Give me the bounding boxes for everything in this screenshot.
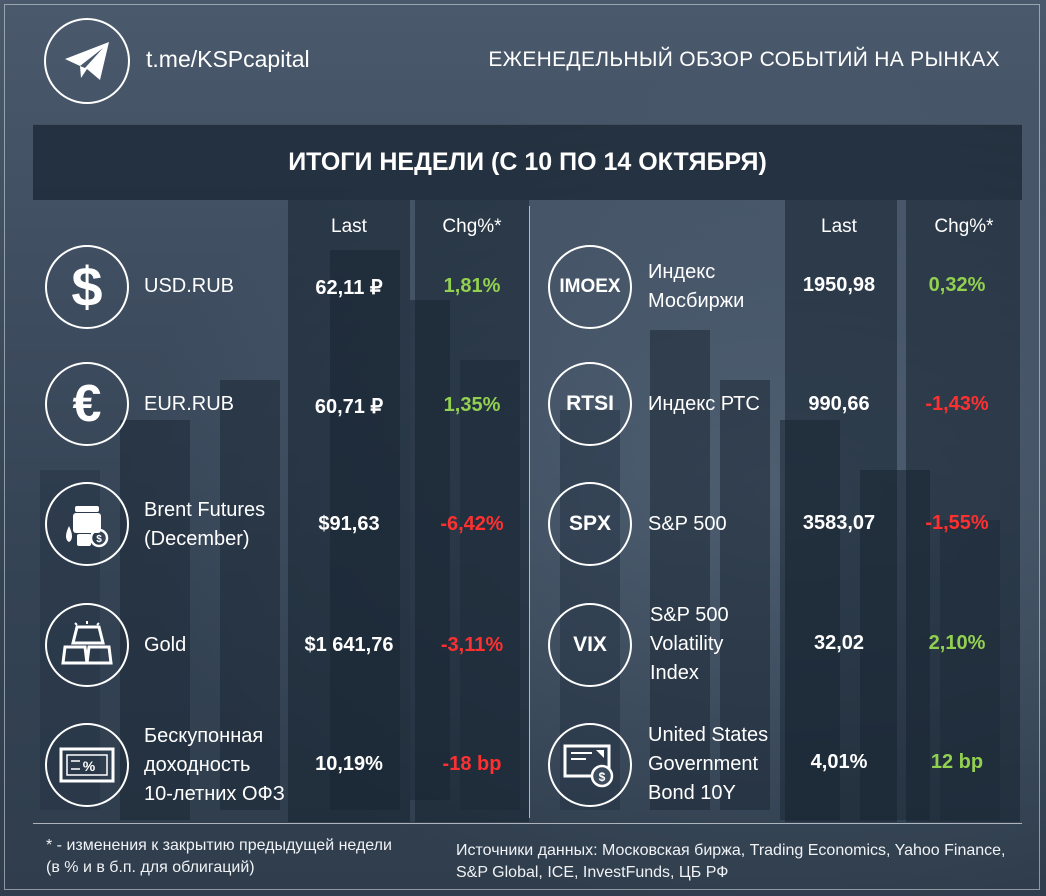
row-name-brent: Brent Futures (December) xyxy=(144,499,266,550)
data-sources: Источники данных: Московская биржа, Trad… xyxy=(456,842,1006,881)
imoex-last: 1950,98 xyxy=(802,274,876,296)
oil-barrel-icon: $ xyxy=(45,482,129,566)
row-name-rtsi: Индекс РТС xyxy=(648,393,760,415)
row-name-spx: S&P 500 xyxy=(648,513,727,535)
us10y-last: 4,01% xyxy=(810,751,868,773)
dollar-icon: $ xyxy=(45,245,129,329)
imoex-icon: IMOEX xyxy=(548,245,632,329)
usdrub-chg: 1,81% xyxy=(443,275,501,297)
imoex-icon-label: IMOEX xyxy=(559,276,621,297)
rtsi-chg: -1,43% xyxy=(925,393,989,415)
week-summary-banner: ИТОГИ НЕДЕЛИ (С 10 ПО 14 ОКТЯБРЯ) xyxy=(33,124,1022,200)
svg-text:$: $ xyxy=(96,534,102,545)
usdrub-last: 62,11 ₽ xyxy=(315,277,383,299)
row-name-gold: Gold xyxy=(144,634,187,656)
outer-frame xyxy=(4,4,1040,890)
page-title: ЕЖЕНЕДЕЛЬНЫЙ ОБЗОР СОБЫТИЙ НА РЫНКАХ xyxy=(488,48,1000,71)
right-chg-column-band xyxy=(906,200,1020,822)
row-name-vix: S&P 500 Volatility Index xyxy=(650,604,729,684)
bond-certificate-icon: % xyxy=(45,723,129,807)
spx-last: 3583,07 xyxy=(802,512,876,534)
brent-chg: -6,42% xyxy=(440,513,504,535)
row-name-ofz: Бескупонная доходность 10-летних ОФЗ xyxy=(144,725,285,805)
left-last-header: Last xyxy=(331,216,367,237)
spx-icon-label: SPX xyxy=(568,512,612,535)
gold-last: $1 641,76 xyxy=(304,634,394,656)
week-summary-title: ИТОГИ НЕДЕЛИ (С 10 ПО 14 ОКТЯБРЯ) xyxy=(288,147,767,176)
row-name-eurrub: EUR.RUB xyxy=(144,393,235,415)
vix-last: 32,02 xyxy=(813,632,865,654)
left-chg-header: Chg%* xyxy=(442,216,502,237)
spx-icon: SPX xyxy=(548,482,632,566)
left-chg-column-band xyxy=(415,200,529,822)
gold-bar-icon xyxy=(45,603,129,687)
right-last-column-band xyxy=(785,200,897,822)
us10y-chg: 12 bp xyxy=(930,751,984,773)
telegram-icon xyxy=(65,42,109,80)
row-name-us10y: United States Government Bond 10Y xyxy=(648,724,769,804)
right-last-header: Last xyxy=(821,216,857,237)
vix-icon-label: VIX xyxy=(573,633,607,656)
us-bond-certificate-icon: $ xyxy=(548,723,632,807)
spx-chg: -1,55% xyxy=(925,512,989,534)
gold-chg: -3,11% xyxy=(440,634,504,656)
ofz-last: 10,19% xyxy=(315,753,383,775)
telegram-logo[interactable] xyxy=(44,18,130,104)
divider-bottom xyxy=(33,823,1022,824)
brent-last: $91,63 xyxy=(318,513,380,535)
row-name-imoex: Индекс Мосбиржи xyxy=(648,261,745,312)
left-last-column-band xyxy=(288,200,410,822)
right-chg-header: Chg%* xyxy=(934,216,994,237)
rtsi-icon-label: RTSI xyxy=(566,392,614,415)
vix-chg: 2,10% xyxy=(928,632,986,654)
rtsi-icon: RTSI xyxy=(548,362,632,446)
imoex-chg: 0,32% xyxy=(928,274,986,296)
vix-icon: VIX xyxy=(548,603,632,687)
rtsi-last: 990,66 xyxy=(808,393,870,415)
svg-text:%: % xyxy=(83,758,96,774)
svg-text:$: $ xyxy=(599,770,606,784)
eurrub-last: 60,71 ₽ xyxy=(314,396,384,418)
column-divider xyxy=(529,206,530,818)
row-name-usdrub: USD.RUB xyxy=(144,275,235,297)
channel-link[interactable]: t.me/KSPcapital xyxy=(146,46,310,72)
euro-icon: € xyxy=(45,362,129,446)
eurrub-chg: 1,35% xyxy=(443,394,501,416)
footnote: * - изменения к закрытию предыдущей неде… xyxy=(46,837,392,876)
ofz-chg: -18 bp xyxy=(442,753,502,775)
